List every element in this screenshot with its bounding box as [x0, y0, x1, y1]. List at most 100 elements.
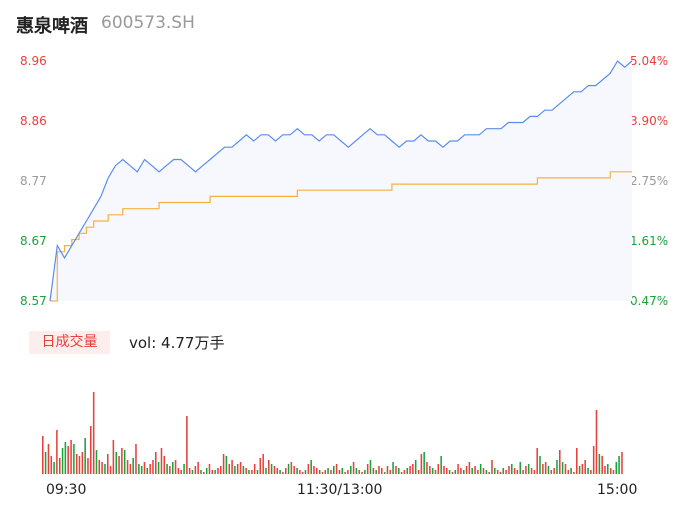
- volume-bar: [186, 416, 188, 474]
- volume-bar: [457, 464, 459, 474]
- volume-bar: [431, 468, 434, 474]
- volume-bar: [530, 468, 533, 474]
- volume-bar: [477, 470, 479, 474]
- volume-bar: [256, 470, 259, 474]
- volume-bar: [344, 472, 346, 474]
- volume-bar: [259, 458, 262, 474]
- volume-bar: [265, 468, 267, 474]
- volume-bar: [454, 470, 457, 474]
- y-tick-left-2: 8.77: [20, 174, 47, 188]
- volume-bar: [437, 464, 440, 474]
- volume-bar: [217, 468, 219, 474]
- y-tick-right-2: 2.75%: [630, 174, 669, 188]
- volume-bar: [166, 464, 168, 474]
- avg-price-line: [50, 171, 632, 302]
- volume-bar: [56, 430, 58, 474]
- volume-bar: [301, 472, 304, 474]
- volume-bar: [383, 472, 386, 474]
- volume-bar: [180, 470, 182, 474]
- volume-bar: [553, 468, 555, 474]
- y-tick-left-0: 8.96: [20, 54, 47, 68]
- volume-bar: [609, 468, 612, 474]
- volume-bar: [479, 464, 482, 474]
- volume-bar: [81, 452, 84, 474]
- volume-bar: [296, 468, 298, 474]
- volume-bar: [321, 472, 324, 474]
- volume-bar: [511, 464, 513, 474]
- volume-bar: [282, 472, 284, 474]
- volume-bar: [358, 470, 360, 474]
- volume-bar: [262, 454, 264, 474]
- volume-bar: [211, 470, 214, 474]
- volume-bar: [369, 460, 372, 474]
- volume-bar: [129, 464, 132, 474]
- volume-bar: [440, 456, 442, 474]
- volume-bar: [556, 460, 558, 474]
- volume-bar: [544, 462, 547, 474]
- volume-bar: [228, 464, 231, 474]
- volume-bar: [163, 456, 166, 474]
- volume-bar: [414, 460, 417, 474]
- volume-bar: [499, 472, 502, 474]
- volume-bar: [448, 470, 451, 474]
- volume-bar: [395, 466, 397, 474]
- volume-bar: [420, 454, 423, 474]
- volume-bar: [581, 464, 584, 474]
- volume-bar: [417, 470, 420, 474]
- x-tick-close: 15:00: [597, 482, 638, 498]
- volume-bar: [174, 460, 177, 474]
- volume-bar: [270, 464, 273, 474]
- y-tick-left-1: 8.86: [20, 114, 47, 128]
- volume-bar: [188, 468, 191, 474]
- volume-bar: [157, 462, 160, 474]
- volume-bar: [299, 470, 301, 474]
- volume-bar: [293, 466, 295, 474]
- volume-bar: [104, 464, 106, 474]
- volume-bar: [112, 440, 115, 474]
- volume-bar: [460, 468, 462, 474]
- price-chart: [49, 60, 633, 302]
- volume-bar: [559, 450, 561, 474]
- volume-badge[interactable]: 日成交量: [29, 331, 110, 354]
- volume-bar: [333, 466, 335, 474]
- volume-bar: [513, 468, 516, 474]
- volume-bar: [143, 462, 146, 474]
- volume-bar: [316, 468, 318, 474]
- volume-bar: [434, 470, 437, 474]
- volume-bar: [273, 466, 276, 474]
- volume-bar: [107, 454, 109, 474]
- y-tick-right-0: 5.04%: [630, 54, 669, 68]
- volume-bar: [502, 468, 505, 474]
- volume-bar: [183, 464, 185, 474]
- volume-bar: [423, 452, 425, 474]
- volume-bar: [409, 466, 411, 474]
- x-tick-midday: 11:30/13:00: [297, 482, 383, 498]
- y-tick-left-3: 8.67: [20, 234, 47, 248]
- volume-bar: [121, 448, 123, 474]
- y-tick-right-4: 0.47%: [630, 294, 669, 308]
- volume-bar: [67, 446, 69, 474]
- volume-bar: [172, 462, 174, 474]
- volume-bar: [607, 464, 609, 474]
- volume-bar: [485, 470, 488, 474]
- volume-bar: [547, 466, 550, 474]
- volume-bar: [496, 470, 499, 474]
- volume-bar: [573, 472, 575, 474]
- volume-bar: [361, 472, 363, 474]
- volume-bar: [536, 448, 538, 474]
- volume-bar: [494, 468, 496, 474]
- volume-bar: [225, 456, 228, 474]
- volume-bar: [330, 470, 332, 474]
- volume-bar: [564, 464, 567, 474]
- volume-bar: [146, 468, 149, 474]
- y-tick-left-4: 8.57: [20, 294, 47, 308]
- volume-bar: [78, 456, 81, 474]
- volume-bar: [53, 462, 55, 474]
- volume-bar: [304, 470, 307, 474]
- volume-bar: [482, 468, 485, 474]
- volume-bar: [612, 470, 615, 474]
- volume-bar: [200, 470, 202, 474]
- volume-bar: [468, 462, 471, 474]
- volume-bar: [95, 450, 98, 474]
